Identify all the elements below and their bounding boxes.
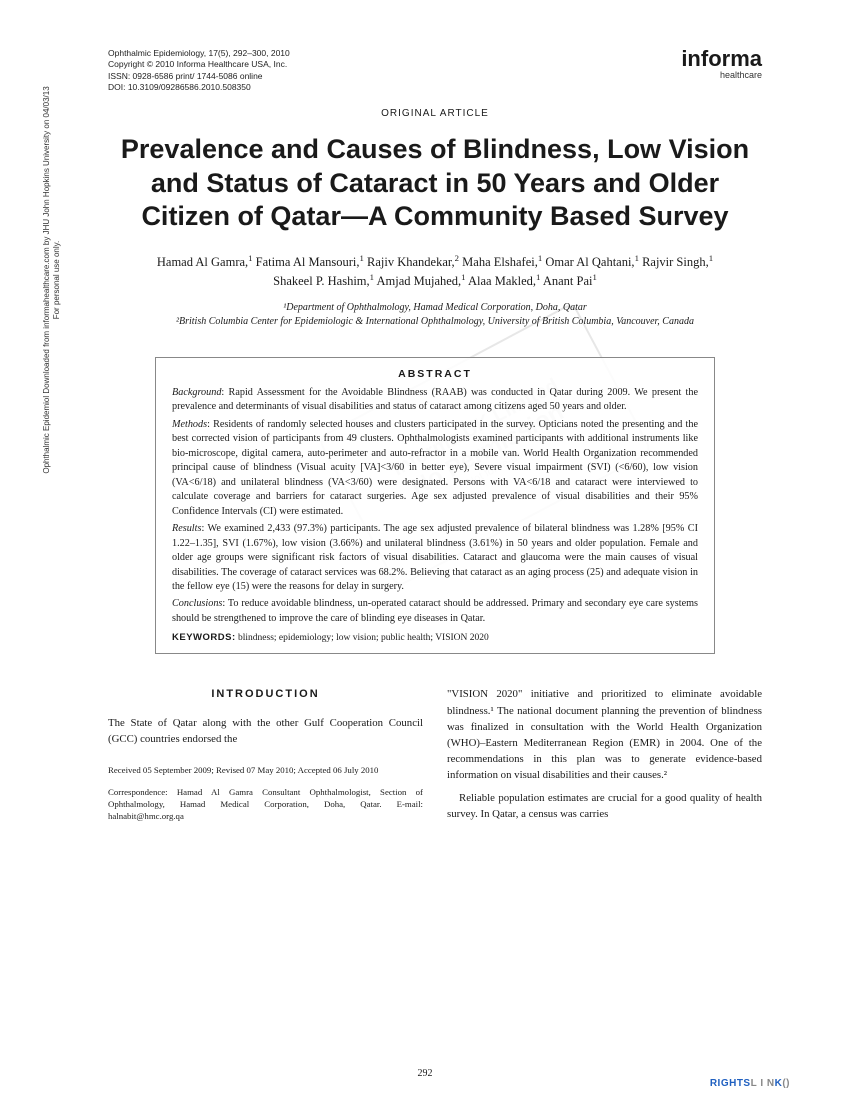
article-title: Prevalence and Causes of Blindness, Low … bbox=[108, 133, 762, 234]
publisher-sub: healthcare bbox=[681, 70, 762, 80]
abstract-heading: ABSTRACT bbox=[172, 368, 698, 380]
issn-line: ISSN: 0928-6586 print/ 1744-5086 online bbox=[108, 71, 290, 82]
left-column: INTRODUCTION The State of Qatar along wi… bbox=[108, 686, 423, 828]
right-column: "VISION 2020" initiative and prioritized… bbox=[447, 686, 762, 828]
body-columns: INTRODUCTION The State of Qatar along wi… bbox=[108, 686, 762, 828]
received-dates: Received 05 September 2009; Revised 07 M… bbox=[108, 765, 423, 777]
publisher-logo: informa healthcare bbox=[681, 48, 762, 80]
affiliation-2: ²British Columbia Center for Epidemiolog… bbox=[108, 315, 762, 329]
doi-line: DOI: 10.3109/09286586.2010.508350 bbox=[108, 82, 290, 93]
publisher-brand: informa bbox=[681, 48, 762, 70]
article-type: ORIGINAL ARTICLE bbox=[108, 108, 762, 119]
journal-line: Ophthalmic Epidemiology, 17(5), 292–300,… bbox=[108, 48, 290, 59]
abstract-conclusions: Conclusions: To reduce avoidable blindne… bbox=[172, 597, 698, 626]
intro-paragraph-3: Reliable population estimates are crucia… bbox=[447, 790, 762, 822]
journal-meta: Ophthalmic Epidemiology, 17(5), 292–300,… bbox=[108, 48, 290, 94]
introduction-heading: INTRODUCTION bbox=[108, 686, 423, 703]
author-list: Hamad Al Gamra,1 Fatima Al Mansouri,1 Ra… bbox=[108, 252, 762, 291]
abstract-background: Background: Rapid Assessment for the Avo… bbox=[172, 386, 698, 415]
abstract-box: ABSTRACT Background: Rapid Assessment fo… bbox=[155, 357, 715, 655]
copyright-line: Copyright © 2010 Informa Healthcare USA,… bbox=[108, 59, 290, 70]
abstract-results: Results: We examined 2,433 (97.3%) parti… bbox=[172, 522, 698, 594]
correspondence: Correspondence: Hamad Al Gamra Consultan… bbox=[108, 787, 423, 823]
keywords: KEYWORDS: blindness; epidemiology; low v… bbox=[172, 632, 698, 643]
abstract-methods: Methods: Residents of randomly selected … bbox=[172, 418, 698, 519]
rightslink-logo[interactable]: RIGHTSL I NK() bbox=[710, 1078, 790, 1089]
header-row: Ophthalmic Epidemiology, 17(5), 292–300,… bbox=[108, 48, 762, 94]
affiliation-1: ¹Department of Ophthalmology, Hamad Medi… bbox=[108, 301, 762, 315]
affiliations: ¹Department of Ophthalmology, Hamad Medi… bbox=[108, 301, 762, 329]
intro-paragraph-1: The State of Qatar along with the other … bbox=[108, 715, 423, 747]
intro-paragraph-2: "VISION 2020" initiative and prioritized… bbox=[447, 686, 762, 783]
